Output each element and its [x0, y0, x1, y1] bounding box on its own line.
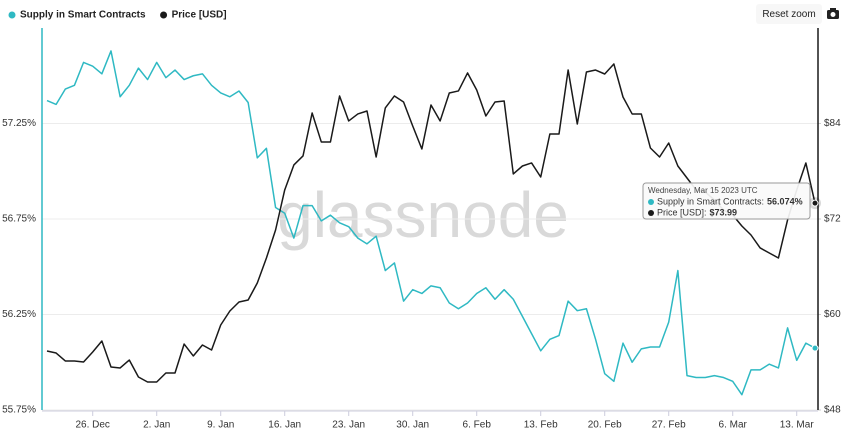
y2-tick-label: $60 [824, 309, 841, 320]
x-tick-label: 20. Feb [588, 420, 622, 431]
tooltip-title: Wednesday, Mar 15 2023 UTC [648, 186, 758, 195]
y2-tick-label: $48 [824, 405, 841, 416]
x-tick-label: 23. Jan [332, 420, 365, 431]
tooltip-value: 56.074% [767, 196, 803, 206]
y2-tick-label: $84 [824, 118, 841, 129]
tooltip-box [642, 182, 811, 220]
x-tick-label: 6. Mar [719, 420, 748, 431]
y-tick-label: 57.25% [2, 118, 36, 129]
legend-label: Price [USD] [172, 10, 227, 21]
tooltip-marker [648, 210, 654, 216]
camera-icon[interactable] [827, 8, 839, 19]
legend-label: Supply in Smart Contracts [20, 10, 146, 21]
tooltip-label: Supply in Smart Contracts: [657, 196, 764, 206]
y-tick-label: 56.75% [2, 214, 36, 225]
y2-tick-label: $72 [824, 214, 841, 225]
x-tick-label: 2. Jan [143, 420, 170, 431]
y-tick-label: 55.75% [2, 405, 36, 416]
legend-marker [160, 11, 168, 19]
x-tick-label: 27. Feb [652, 420, 686, 431]
series-line [46, 63, 816, 383]
end-marker [811, 344, 819, 352]
tooltip-value: $73.99 [710, 207, 738, 217]
x-tick-label: 16. Jan [268, 420, 301, 431]
series-line [46, 50, 816, 396]
x-tick-label: 9. Jan [207, 420, 234, 431]
tooltip-marker [648, 199, 654, 205]
x-tick-label: 13. Mar [780, 420, 815, 431]
x-tick-label: 30. Jan [396, 420, 429, 431]
legend-marker [8, 11, 16, 19]
reset-zoom-button[interactable]: Reset zoom [756, 4, 822, 24]
y-tick-label: 56.25% [2, 309, 36, 320]
x-tick-label: 26. Dec [75, 420, 109, 431]
x-tick-label: 6. Feb [463, 420, 492, 431]
watermark: glassnode [277, 179, 569, 251]
x-tick-label: 13. Feb [524, 420, 558, 431]
tooltip-label: Price [USD]: [657, 207, 707, 217]
end-marker [811, 199, 819, 207]
